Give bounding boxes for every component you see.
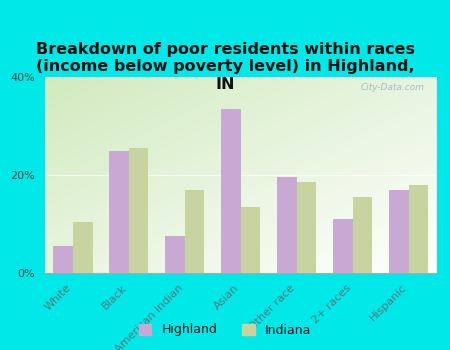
Bar: [297, 182, 316, 273]
Text: City-Data.com: City-Data.com: [361, 83, 425, 92]
Text: Breakdown of poor residents within races
(income below poverty level) in Highlan: Breakdown of poor residents within races…: [36, 42, 414, 92]
Bar: [73, 222, 93, 273]
Bar: [221, 109, 241, 273]
Bar: [109, 150, 129, 273]
Bar: [353, 197, 372, 273]
Bar: [241, 207, 260, 273]
Bar: [333, 219, 353, 273]
Bar: [277, 177, 297, 273]
Bar: [54, 246, 73, 273]
Bar: [165, 236, 185, 273]
Bar: [185, 190, 204, 273]
Legend: Highland, Indiana: Highland, Indiana: [135, 320, 315, 340]
Bar: [409, 185, 428, 273]
Bar: [129, 148, 148, 273]
Bar: [389, 190, 409, 273]
